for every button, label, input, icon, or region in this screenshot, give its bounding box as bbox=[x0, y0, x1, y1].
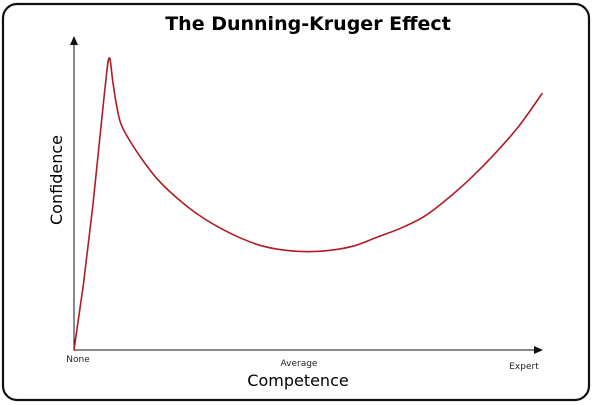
confidence-curve bbox=[73, 57, 543, 351]
y-axis-label: Confidence bbox=[47, 135, 66, 225]
axes bbox=[70, 36, 543, 354]
y-axis-arrow bbox=[70, 36, 78, 45]
x-tick-label-expert: Expert bbox=[509, 362, 539, 372]
x-tick-label-none: None bbox=[66, 355, 90, 365]
x-axis-arrow bbox=[534, 346, 543, 354]
x-tick-label-average: Average bbox=[281, 359, 318, 369]
chart-title: The Dunning-Kruger Effect bbox=[165, 13, 451, 35]
x-axis-label: Competence bbox=[247, 371, 348, 390]
